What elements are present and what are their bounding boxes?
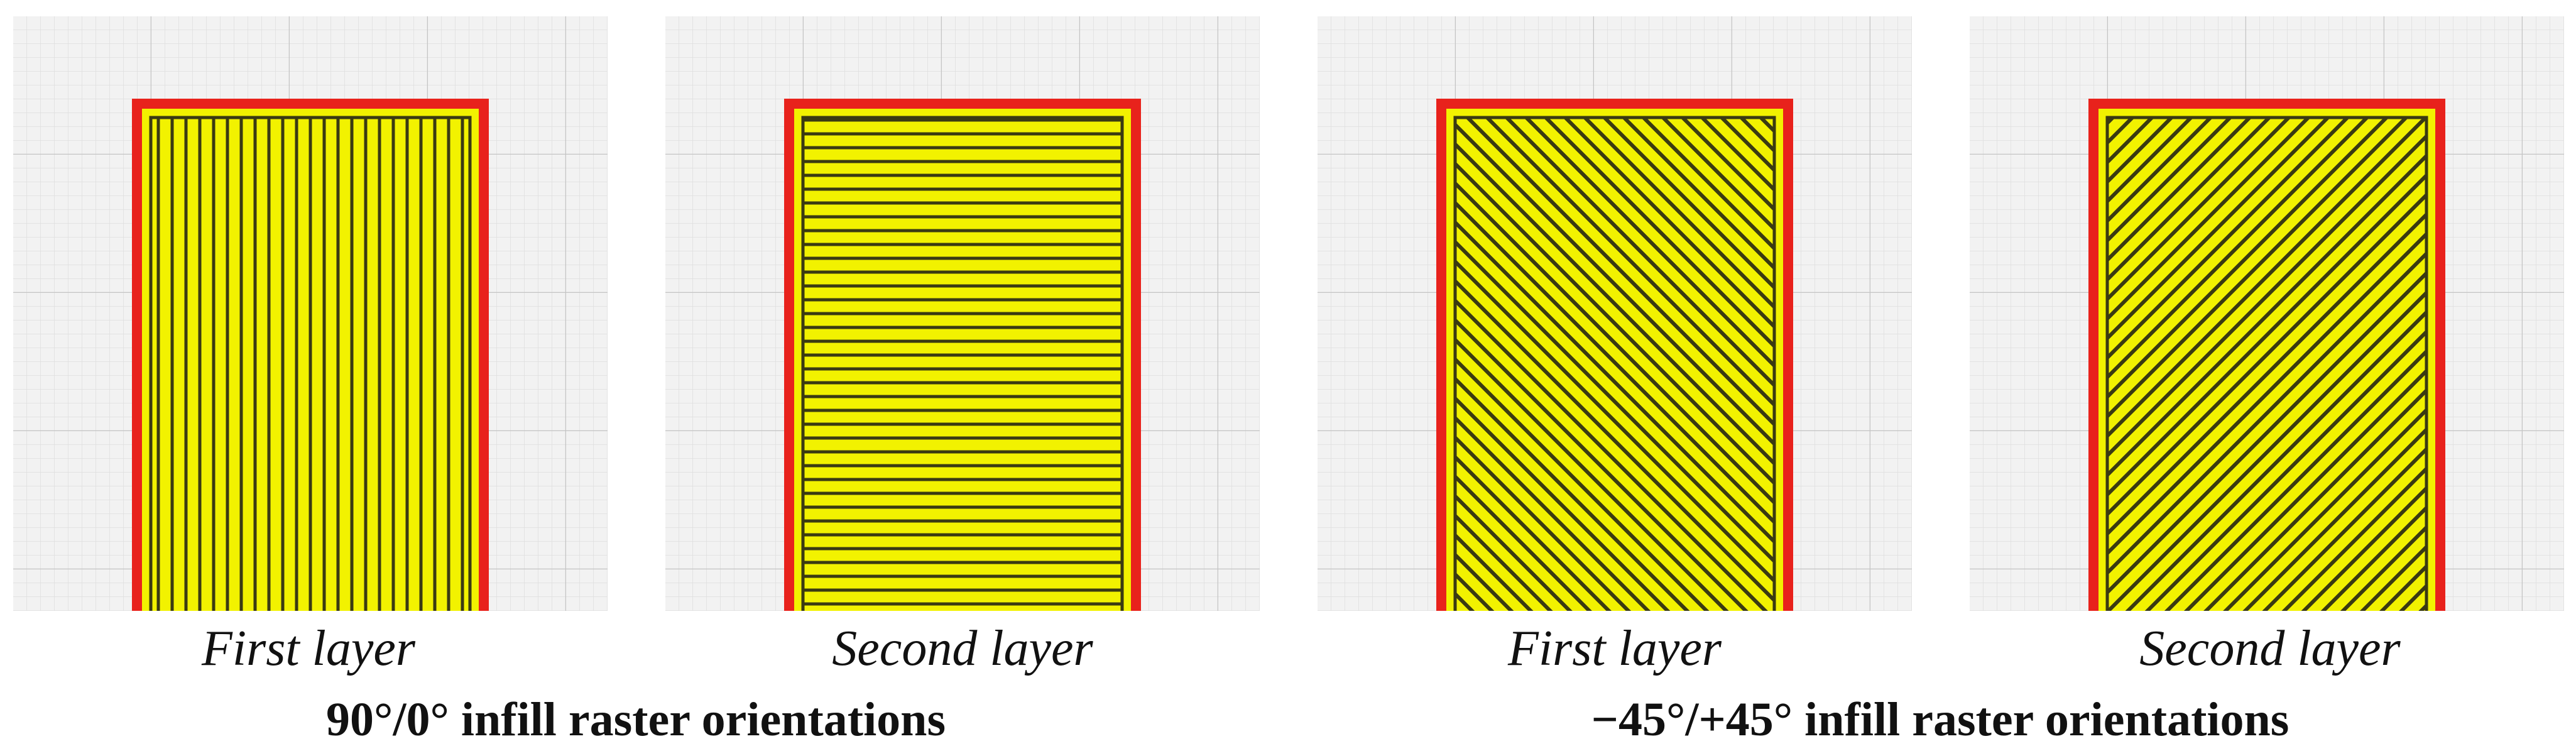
panel-caption: First layer <box>201 621 416 676</box>
panel-caption: First layer <box>1507 621 1722 676</box>
panel <box>13 16 608 628</box>
panel-caption: Second layer <box>2139 621 2401 676</box>
group-title: 90°/0° infill raster orientations <box>326 693 946 746</box>
panel-caption: Second layer <box>832 621 1093 676</box>
panel <box>1970 16 2564 628</box>
group-title: −45°/+45° infill raster orientations <box>1591 693 2289 746</box>
panel <box>665 16 1260 628</box>
panel <box>1318 16 1912 628</box>
